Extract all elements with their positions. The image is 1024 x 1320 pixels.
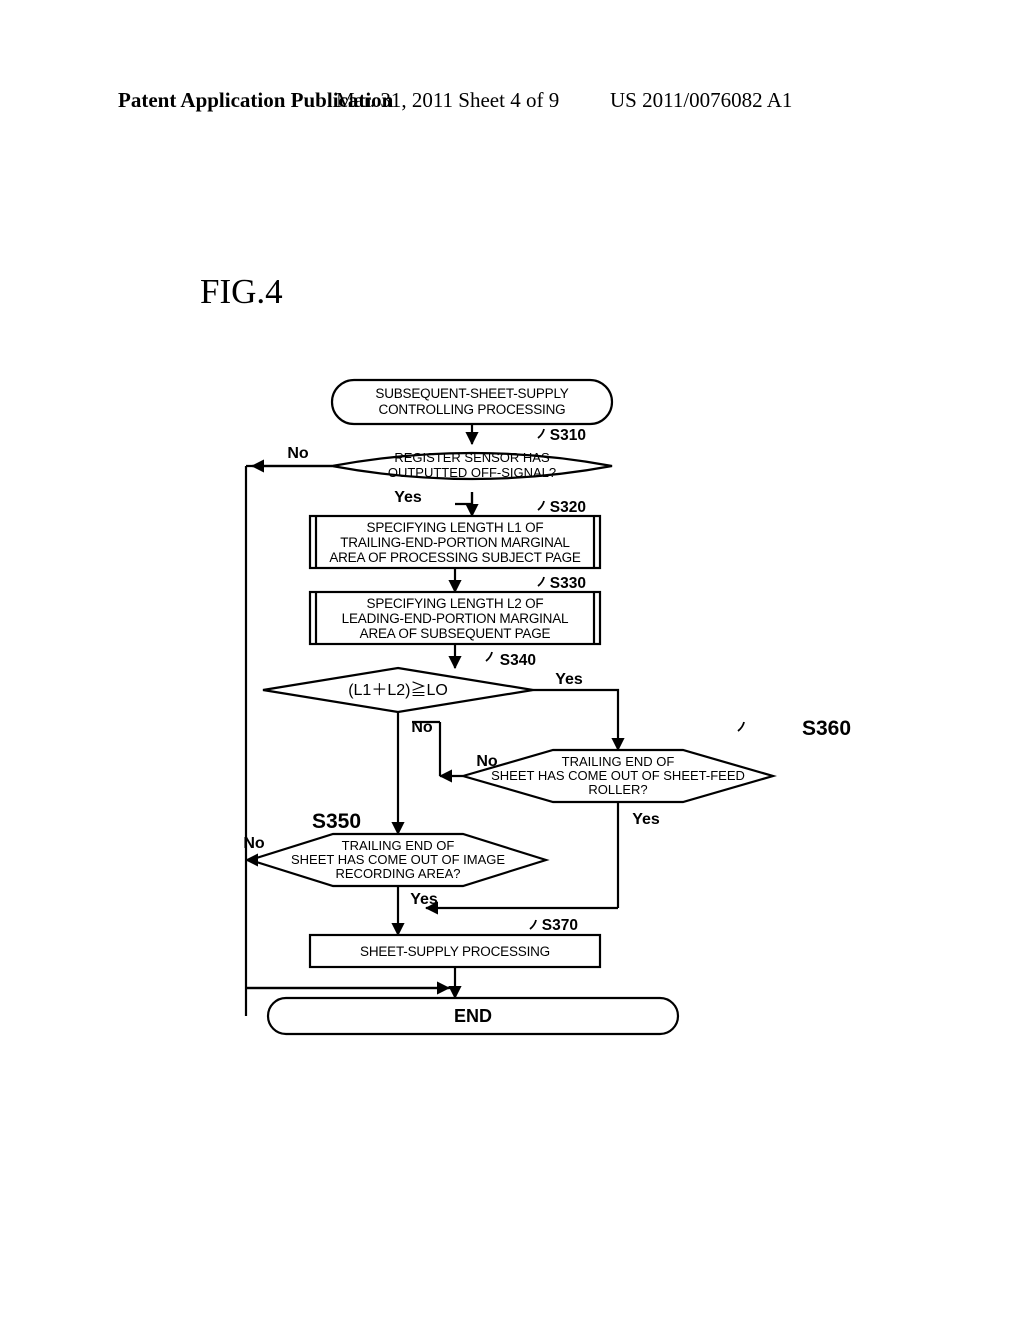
page: Patent Application Publication Mar. 31, … — [0, 0, 1024, 1320]
svg-text:No: No — [243, 835, 265, 852]
svg-text:S350: S350 — [312, 810, 361, 833]
svg-text:S360: S360 — [802, 717, 851, 740]
svg-text:LEADING-END-PORTION MARGINAL: LEADING-END-PORTION MARGINAL — [342, 611, 569, 626]
svg-text:No: No — [476, 753, 498, 770]
svg-text:Yes: Yes — [555, 671, 583, 688]
svg-text:CONTROLLING PROCESSING: CONTROLLING PROCESSING — [379, 402, 566, 417]
svg-text:S330: S330 — [550, 575, 586, 592]
svg-text:No: No — [287, 445, 309, 462]
svg-text:TRAILING-END-PORTION MARGINAL: TRAILING-END-PORTION MARGINAL — [340, 535, 570, 550]
svg-text:END: END — [454, 1006, 492, 1026]
svg-text:Yes: Yes — [394, 489, 422, 506]
svg-text:S310: S310 — [550, 427, 586, 444]
svg-text:SUBSEQUENT-SHEET-SUPPLY: SUBSEQUENT-SHEET-SUPPLY — [375, 386, 568, 401]
svg-text:RECORDING AREA?: RECORDING AREA? — [336, 866, 461, 881]
svg-text:S320: S320 — [550, 499, 586, 516]
svg-text:ROLLER?: ROLLER? — [588, 782, 647, 797]
svg-text:SHEET HAS COME OUT OF IMAGE: SHEET HAS COME OUT OF IMAGE — [291, 852, 505, 867]
svg-text:AREA OF SUBSEQUENT PAGE: AREA OF SUBSEQUENT PAGE — [360, 626, 551, 641]
svg-text:REGISTER SENSOR HAS: REGISTER SENSOR HAS — [394, 450, 550, 465]
svg-text:OUTPUTTED OFF-SIGNAL?: OUTPUTTED OFF-SIGNAL? — [388, 465, 556, 480]
flowchart-diagram: SUBSEQUENT-SHEET-SUPPLYCONTROLLING PROCE… — [0, 0, 1024, 1320]
svg-text:(L1＋L2)≧LO: (L1＋L2)≧LO — [348, 681, 448, 699]
svg-text:SPECIFYING LENGTH L2 OF: SPECIFYING LENGTH L2 OF — [367, 596, 544, 611]
svg-text:SHEET-SUPPLY PROCESSING: SHEET-SUPPLY PROCESSING — [360, 944, 550, 959]
svg-text:S370: S370 — [542, 917, 578, 934]
svg-text:AREA OF PROCESSING SUBJECT PAG: AREA OF PROCESSING SUBJECT PAGE — [329, 550, 581, 565]
svg-text:SHEET HAS COME OUT OF SHEET-FE: SHEET HAS COME OUT OF SHEET-FEED — [491, 768, 745, 783]
svg-text:Yes: Yes — [410, 891, 438, 908]
svg-text:Yes: Yes — [632, 811, 660, 828]
svg-text:SPECIFYING LENGTH L1 OF: SPECIFYING LENGTH L1 OF — [367, 520, 544, 535]
svg-text:TRAILING END OF: TRAILING END OF — [342, 838, 455, 853]
svg-text:TRAILING END OF: TRAILING END OF — [562, 754, 675, 769]
svg-text:S340: S340 — [500, 652, 536, 669]
